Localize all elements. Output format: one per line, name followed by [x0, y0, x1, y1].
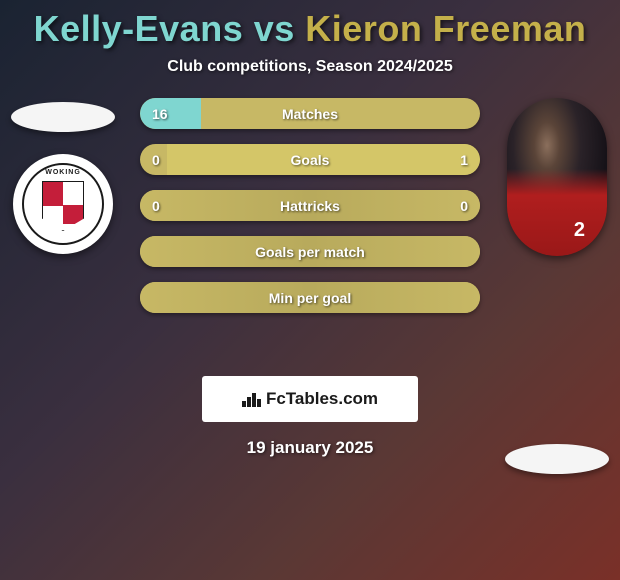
stat-label: Goals per match	[140, 244, 480, 260]
stat-bars: 16Matches 01Goals 00Hattricks Goals per mat…	[140, 98, 480, 313]
player2-photo: 2	[507, 98, 607, 256]
player2-jersey-number: 2	[574, 219, 585, 242]
bar-chart-icon	[242, 391, 262, 407]
vs-label: vs	[254, 8, 295, 49]
player2-column: 2	[502, 98, 612, 474]
stat-bar: Min per goal	[140, 282, 480, 313]
club-name: WOKING	[45, 169, 81, 176]
player2-name: Kieron Freeman	[305, 8, 586, 49]
stat-bar: 00Hattricks	[140, 190, 480, 221]
player1-photo-placeholder	[11, 102, 115, 132]
club-shield-icon	[42, 181, 84, 231]
stat-label: Matches	[140, 106, 480, 122]
subtitle: Club competitions, Season 2024/2025	[0, 58, 620, 76]
player1-club-badge: WOKING	[13, 154, 113, 254]
stat-bar: 16Matches	[140, 98, 480, 129]
stat-label: Goals	[140, 152, 480, 168]
comparison-body: WOKING 16Matches 01Goals 00Hattricks Goals …	[0, 98, 620, 358]
comparison-title: Kelly-Evans vs Kieron Freeman	[0, 0, 620, 50]
stat-bar: Goals per match	[140, 236, 480, 267]
player2-club-placeholder	[505, 444, 609, 474]
player1-column: WOKING	[8, 98, 118, 254]
stat-label: Hattricks	[140, 198, 480, 214]
watermark-text: FcTables.com	[266, 389, 378, 409]
stat-label: Min per goal	[140, 290, 480, 306]
watermark: FcTables.com	[202, 376, 418, 422]
stat-bar: 01Goals	[140, 144, 480, 175]
player1-name: Kelly-Evans	[34, 8, 244, 49]
